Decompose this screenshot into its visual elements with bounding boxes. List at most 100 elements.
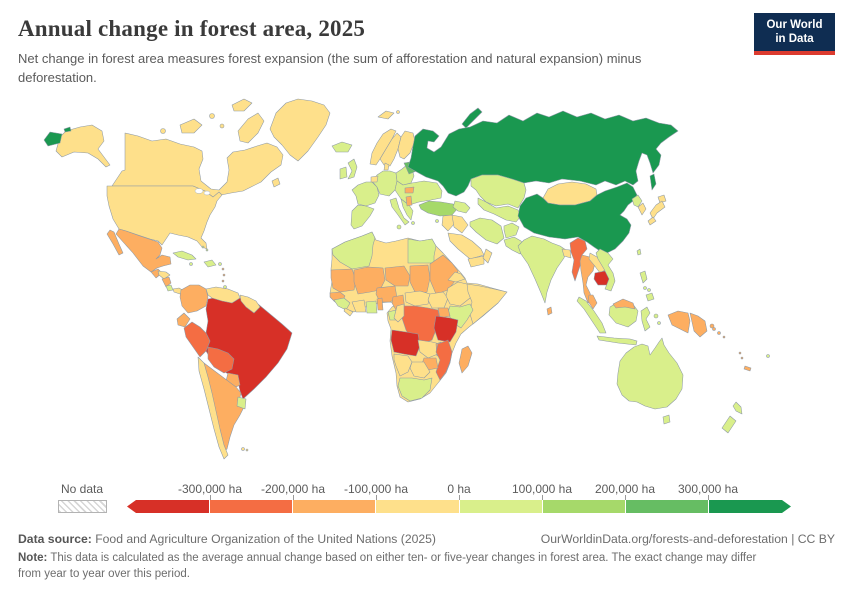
legend-bin-3[interactable] — [376, 500, 460, 513]
map-region-japan[interactable] — [647, 216, 657, 226]
map-region-sulawesi[interactable] — [640, 306, 651, 332]
map-region-ireland[interactable] — [339, 166, 348, 180]
map-region-car[interactable] — [404, 290, 431, 307]
legend-bin-5[interactable] — [542, 500, 626, 513]
map-region-honduras[interactable] — [157, 270, 171, 280]
map-region-philippines[interactable] — [643, 286, 647, 290]
map-region-iberia[interactable] — [350, 204, 375, 230]
map-region-cyprus[interactable] — [435, 219, 439, 223]
map-region-arctic-islands[interactable] — [237, 112, 265, 144]
map-region-alaska[interactable] — [55, 124, 111, 168]
map-region-bolivia[interactable] — [207, 346, 235, 374]
map-region-ghana[interactable] — [365, 300, 378, 314]
map-region-philippines[interactable] — [639, 270, 648, 284]
map-region-togo-benin[interactable] — [376, 297, 384, 311]
map-region-tanzania[interactable] — [433, 315, 459, 343]
map-region-japan[interactable] — [657, 194, 667, 204]
map-region-svalbard[interactable] — [396, 110, 400, 114]
map-region-north-korea[interactable] — [631, 194, 643, 208]
map-region-moluccas[interactable] — [657, 321, 661, 325]
map-region-jamaica[interactable] — [189, 262, 193, 266]
map-region-south-korea[interactable] — [637, 202, 647, 216]
map-region-egypt[interactable] — [407, 238, 437, 264]
map-region-namibia[interactable] — [393, 353, 413, 377]
map-region-denmark[interactable] — [383, 162, 390, 171]
map-region-central-asia[interactable] — [477, 197, 522, 223]
map-region-taiwan[interactable] — [636, 248, 642, 256]
map-region-tasmania[interactable] — [662, 414, 671, 425]
map-region-png[interactable] — [709, 323, 715, 329]
map-region-south-africa[interactable] — [397, 377, 433, 402]
map-region-west-papua[interactable] — [667, 310, 691, 334]
map-region-eritrea[interactable] — [447, 271, 466, 283]
map-region-mauritania[interactable] — [330, 268, 357, 293]
map-region-novaya-zemlya[interactable] — [461, 107, 483, 129]
map-region-australia[interactable] — [616, 337, 684, 410]
map-region-india[interactable] — [517, 235, 567, 304]
map-region-japan[interactable] — [649, 200, 666, 220]
map-region-china[interactable] — [517, 182, 638, 254]
map-region-malaysia-pen[interactable] — [587, 294, 598, 310]
map-region-moluccas[interactable] — [653, 313, 659, 319]
map-region-arctic-islands[interactable] — [209, 113, 215, 119]
map-region-venezuela[interactable] — [205, 286, 241, 304]
map-region-new-zealand[interactable] — [721, 415, 737, 434]
map-region-italy[interactable] — [396, 224, 402, 230]
map-region-falklands[interactable] — [245, 448, 249, 452]
map-region-syria-levant[interactable] — [441, 214, 456, 232]
map-region-norway[interactable] — [369, 128, 397, 166]
map-region-caucasus[interactable] — [452, 200, 471, 214]
map-region-costa-rica[interactable] — [165, 284, 174, 292]
map-region-mexico[interactable] — [115, 228, 172, 273]
map-region-lesser-antilles[interactable] — [221, 279, 225, 283]
map-region-sri-lanka[interactable] — [546, 306, 553, 316]
map-region-cuba[interactable] — [172, 250, 197, 261]
map-region-myanmar[interactable] — [569, 237, 588, 282]
map-region-uruguay[interactable] — [236, 396, 247, 410]
map-region-chukotka-west[interactable] — [43, 131, 63, 147]
map-region-malaysia-borneo[interactable] — [612, 298, 636, 310]
map-region-chukotka-west[interactable] — [63, 126, 72, 133]
map-region-vanuatu[interactable] — [740, 356, 744, 360]
map-region-new-zealand[interactable] — [732, 401, 743, 415]
map-region-arctic-islands[interactable] — [231, 98, 253, 112]
map-region-bahamas[interactable] — [201, 245, 205, 249]
map-region-philippines[interactable] — [645, 292, 655, 302]
map-region-fiji[interactable] — [766, 354, 770, 358]
map-region-java[interactable] — [596, 335, 638, 346]
map-region-lesser-antilles[interactable] — [221, 267, 225, 271]
legend-bin-0[interactable] — [127, 500, 211, 513]
map-region-angola[interactable] — [390, 329, 421, 357]
map-region-chad[interactable] — [409, 264, 431, 295]
map-region-bangladesh[interactable] — [561, 248, 572, 259]
map-region-iceland[interactable] — [331, 141, 353, 153]
map-region-new-caledonia[interactable] — [743, 365, 752, 372]
owid-link[interactable]: OurWorldinData.org/forests-and-deforesta… — [540, 532, 835, 546]
map-region-arctic-islands[interactable] — [160, 128, 166, 134]
map-region-solomons[interactable] — [712, 327, 716, 331]
map-region-vanuatu[interactable] — [738, 351, 742, 355]
map-region-yemen[interactable] — [467, 255, 485, 268]
map-region-crete[interactable] — [411, 221, 415, 225]
map-region-sumatra[interactable] — [576, 296, 607, 334]
legend-bin-7[interactable] — [709, 500, 791, 513]
map-region-puerto-rico[interactable] — [218, 262, 222, 266]
map-region-sl-liberia[interactable] — [343, 307, 354, 317]
map-region-madagascar[interactable] — [458, 345, 473, 374]
map-region-kazakhstan[interactable] — [470, 174, 527, 209]
map-region-saudi[interactable] — [447, 232, 485, 260]
map-region-solomons[interactable] — [722, 335, 726, 339]
map-region-oman[interactable] — [482, 248, 493, 264]
map-region-chile[interactable] — [197, 356, 229, 460]
map-region-solomons[interactable] — [717, 331, 721, 335]
map-region-benelux[interactable] — [370, 175, 379, 183]
map-region-sakhalin[interactable] — [649, 173, 657, 191]
map-region-somalia[interactable] — [466, 283, 508, 325]
map-region-botswana[interactable] — [409, 361, 431, 379]
map-region-russia[interactable] — [407, 110, 679, 197]
map-region-niger[interactable] — [384, 265, 411, 287]
map-region-albania[interactable] — [405, 195, 413, 207]
map-region-nw-africa[interactable] — [331, 231, 376, 270]
map-region-france[interactable] — [351, 181, 380, 207]
map-region-iraq[interactable] — [451, 214, 469, 234]
